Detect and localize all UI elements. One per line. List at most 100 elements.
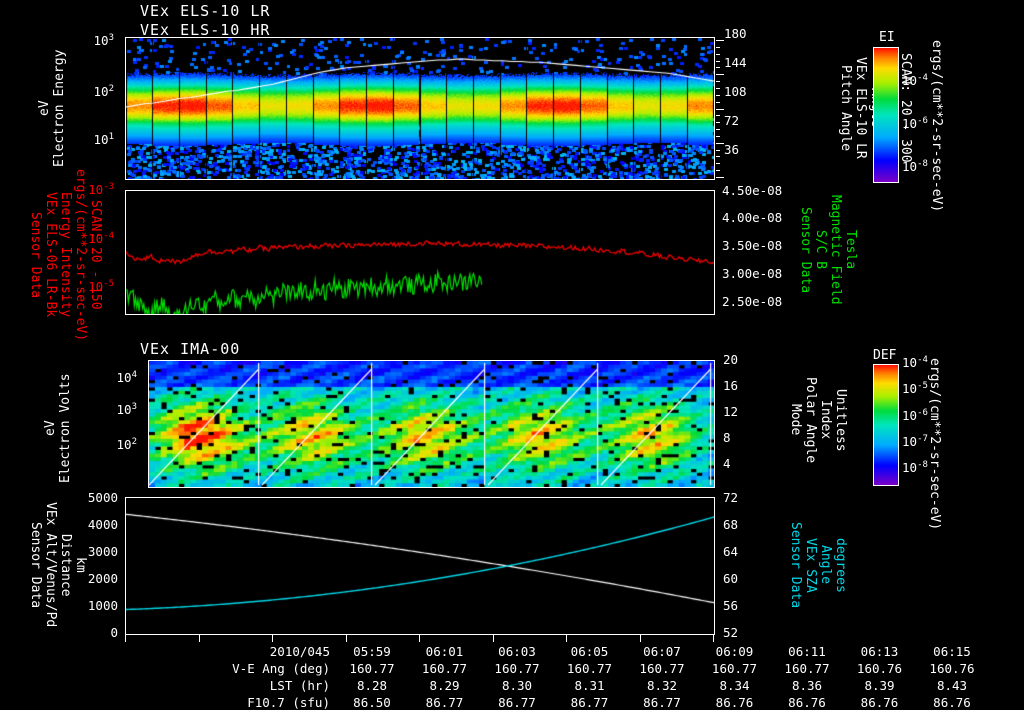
table-row-label: F10.7 (sfu)	[247, 695, 330, 710]
axis-minor-tick	[716, 40, 720, 41]
colorbar1-canvas	[874, 48, 898, 182]
table-cell: 8.32	[646, 678, 678, 693]
axis-label-line: SCAN: 20 - 150	[88, 200, 103, 310]
table-cell: 8.34	[719, 678, 750, 693]
axis-label-line: Mode	[788, 404, 803, 436]
axis-tick-label: 108	[724, 84, 747, 99]
axis-label-line: eV	[37, 100, 52, 116]
table-cell: 160.77	[784, 661, 830, 676]
axis-minor-tick	[716, 170, 720, 172]
axis-tick-label: 103	[93, 33, 114, 49]
axis-tick-label: 5000	[87, 490, 118, 505]
table-cell: 06:07	[643, 644, 681, 659]
table-cell: 86.77	[498, 695, 536, 710]
axis-tick-label: 36	[724, 142, 740, 157]
axis-tick-label: 10-8	[902, 159, 928, 175]
xaxis-tick	[345, 635, 347, 642]
axis-minor-tick	[716, 60, 720, 62]
table-cell: 8.31	[574, 678, 605, 693]
colorbar1-unit-label: ergs/(cm**2-sr-sec-eV)	[929, 40, 944, 213]
axis-label-line: Unitless	[833, 388, 848, 452]
axis-minor-tick	[716, 177, 720, 178]
axis-tick-label: 3.50e-08	[722, 238, 783, 253]
axis-minor-tick	[716, 74, 720, 76]
axis-minor-tick	[716, 87, 720, 89]
table-cell: 160.77	[349, 661, 395, 676]
xaxis-tick	[419, 635, 420, 642]
panel2-intensity-magfield[interactable]	[125, 190, 715, 315]
colorbar3-gradient[interactable]	[873, 364, 899, 486]
axis-label-line: Sensor Data	[28, 521, 43, 609]
colorbar1-title: EI	[879, 30, 895, 45]
axis-tick-label: 10-4	[902, 355, 928, 371]
axis-tick-mark	[716, 108, 724, 110]
panel4-altitude-sza[interactable]	[125, 497, 715, 635]
axis-minor-tick	[716, 156, 720, 158]
panel3-title: VEx IMA-00	[140, 340, 241, 358]
axis-tick-label: 102	[93, 84, 114, 100]
tick-exponent: -4	[917, 73, 928, 83]
tick-exponent: 2	[108, 84, 114, 94]
axis-tick-label: 12	[723, 404, 739, 419]
axis-tick-label: 1000	[87, 598, 118, 613]
table-cell: 06:15	[933, 644, 971, 659]
axis-minor-tick	[716, 149, 720, 151]
xaxis-tick	[125, 635, 126, 642]
axis-label-line: VEx Alt/Venus/Pd	[43, 502, 58, 628]
axis-minor-tick	[716, 101, 720, 103]
axis-label-line: Tesla	[843, 230, 858, 270]
table-row-label: LST (hr)	[269, 678, 330, 693]
axis-label-line: VEx SZA	[803, 537, 818, 593]
tick-exponent: -8	[917, 460, 928, 470]
axis-tick-mark	[716, 177, 724, 178]
table-cell: 86.76	[860, 695, 899, 710]
tick-exponent: -6	[917, 408, 928, 418]
axis-tick-label: 103	[116, 402, 137, 418]
axis-tick-label: 56	[723, 598, 739, 613]
axis-minor-tick	[716, 108, 720, 110]
table-cell: 06:03	[498, 644, 536, 659]
table-row-label: 2010/045	[269, 644, 330, 659]
axis-label-line: Index	[818, 400, 833, 440]
colorbar1-gradient[interactable]	[873, 47, 899, 183]
table-cell: 8.43	[936, 678, 968, 693]
axis-tick-label: 72	[724, 113, 740, 128]
axis-tick-label: 3.00e-08	[722, 266, 783, 281]
axis-tick-label: 2.50e-08	[722, 294, 783, 309]
axis-label-line: Pitch Angle	[838, 64, 853, 152]
axis-tick-label: 4.50e-08	[722, 183, 783, 198]
table-cell: 160.77	[494, 661, 540, 676]
axis-tick-label: 60	[723, 571, 739, 586]
axis-label-line: Magnetic Field	[828, 195, 843, 305]
colorbar3-canvas	[874, 365, 898, 485]
table-cell: 8.30	[501, 678, 533, 693]
panel3-ima-spectrogram[interactable]	[148, 360, 715, 488]
axis-tick-label: 102	[116, 437, 137, 453]
axis-minor-tick	[716, 135, 720, 137]
table-cell: 86.76	[788, 695, 826, 710]
panel1-title-line2: VEx ELS-10 HR	[140, 21, 271, 39]
table-cell: 160.77	[421, 661, 468, 676]
axis-tick-mark	[716, 74, 724, 76]
axis-tick-label: 2000	[87, 571, 118, 586]
table-cell: 160.77	[639, 661, 685, 676]
axis-minor-tick	[716, 53, 720, 55]
panel1-els-spectrogram[interactable]	[125, 37, 715, 180]
axis-label-line: Sensor Data	[28, 211, 43, 299]
axis-label-line: Electron Volts	[58, 373, 73, 483]
axis-tick-label: 68	[723, 517, 739, 532]
axis-tick-label: 64	[723, 544, 739, 559]
table-cell: 160.76	[929, 661, 975, 676]
table-cell: 86.77	[570, 695, 609, 710]
panel1-title-line1: VEx ELS-10 LR	[140, 2, 271, 20]
axis-tick-label: 180	[724, 26, 747, 41]
xaxis-tick	[566, 635, 567, 642]
tick-exponent: 1	[108, 132, 114, 142]
axis-tick-label: 10-4	[88, 231, 114, 247]
axis-label-line: eV	[43, 420, 58, 436]
tick-exponent: -8	[917, 159, 928, 169]
table-cell: 8.28	[356, 678, 388, 693]
axis-tick-label: 10-3	[88, 182, 114, 198]
table-cell: 06:11	[788, 644, 826, 659]
